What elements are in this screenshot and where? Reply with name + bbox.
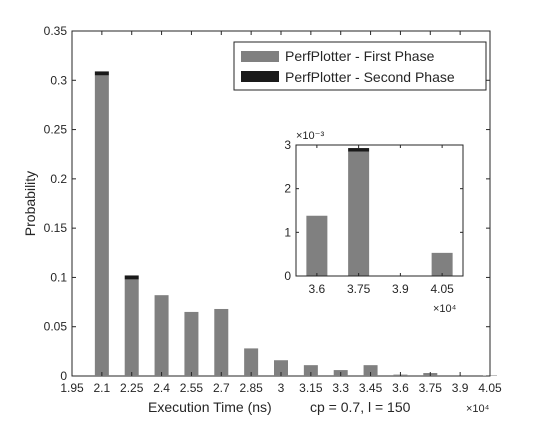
- x-tick-label: 2.25: [120, 381, 144, 395]
- y-tick-label: 0.1: [50, 270, 67, 284]
- legend-label-first-phase: PerfPlotter - First Phase: [285, 48, 435, 64]
- bar-first-phase: [274, 360, 288, 376]
- y-tick-label: 0: [60, 369, 67, 383]
- inset-y-ticks: 0 1 2 3: [284, 138, 463, 283]
- legend: PerfPlotter - First Phase PerfPlotter - …: [233, 41, 487, 91]
- inset-bars: [306, 148, 453, 276]
- inset-bar-first-phase: [348, 151, 370, 276]
- x-tick-label: 2.85: [239, 381, 263, 395]
- x-tick-label: 1.95: [60, 381, 84, 395]
- x-tick-label: 3.6: [392, 381, 409, 395]
- inset-y-tick-label: 0: [284, 269, 291, 283]
- bar-second-phase: [94, 71, 109, 76]
- x-tick-label: 2.1: [94, 381, 111, 395]
- inset-axes-box: [295, 144, 464, 277]
- x-tick-label: 3.9: [452, 381, 469, 395]
- y-tick-label: 0.2: [50, 172, 67, 186]
- inset-x-ticks: 3.6 3.75 3.9 4.05: [309, 145, 454, 296]
- x-axis-label: Execution Time (ns): [148, 399, 272, 415]
- x-axis-multiplier: ×10⁴: [466, 403, 490, 415]
- bar-first-phase: [244, 348, 259, 376]
- bar-first-phase: [303, 365, 318, 376]
- inset-x-multiplier: ×10⁴: [433, 303, 457, 315]
- y-tick-label: 0.35: [44, 24, 68, 38]
- legend-label-second-phase: PerfPlotter - Second Phase: [285, 69, 455, 85]
- x-tick-label: 4.05: [478, 381, 502, 395]
- bar-first-phase: [214, 308, 229, 376]
- inset-bar-second-phase: [348, 148, 370, 152]
- legend-swatch-second-phase: [241, 71, 279, 82]
- legend-swatch-first-phase: [241, 51, 279, 62]
- inset-x-tick-label: 4.05: [430, 282, 454, 296]
- x-tick-label: 3.3: [332, 381, 349, 395]
- x-tick-label: 3.75: [419, 381, 443, 395]
- inset-x-tick-label: 3.75: [347, 282, 371, 296]
- x-tick-label: 2.55: [180, 381, 204, 395]
- y-tick-label: 0.25: [44, 123, 68, 137]
- y-tick-label: 0.05: [44, 320, 68, 334]
- x-tick-label: 3: [278, 381, 285, 395]
- main-bars: [94, 71, 497, 376]
- x-tick-label: 3.15: [299, 381, 323, 395]
- y-tick-label: 0.3: [50, 73, 67, 87]
- bar-first-phase: [94, 75, 109, 376]
- inset-bar-first-phase: [431, 252, 453, 276]
- inset-x-tick-label: 3.6: [309, 282, 326, 296]
- y-tick-label: 0.15: [44, 221, 68, 235]
- y-axis-label: Probability: [22, 171, 38, 236]
- x-tick-label: 2.4: [153, 381, 170, 395]
- inset-y-tick-label: 1: [284, 225, 291, 239]
- x-tick-label: 3.45: [359, 381, 383, 395]
- main-plot: 0 0.05 0.1 0.15 0.2 0.25 0.3 0.35 1.95 2.1 2.25 2.…: [22, 24, 502, 415]
- inset-y-multiplier: ×10⁻³: [296, 130, 324, 142]
- inset-plot: 0 1 2 3 3.6 3.75 3.9 4.05 ×10⁻³ ×10⁴: [284, 130, 464, 315]
- bar-first-phase: [154, 295, 169, 376]
- x-axis-annotation: cp = 0.7, l = 150: [310, 399, 411, 415]
- bar-first-phase: [184, 311, 199, 376]
- main-x-ticks: 1.95 2.1 2.25 2.4 2.55 2.7 2.85 3 3.15 3.3 3.45 3.6…: [60, 31, 502, 395]
- inset-x-tick-label: 3.9: [392, 282, 409, 296]
- bar-first-phase: [124, 279, 139, 376]
- x-tick-label: 2.7: [213, 381, 230, 395]
- main-y-ticks: 0 0.05 0.1 0.15 0.2 0.25 0.3 0.35: [44, 24, 490, 383]
- bar-first-phase: [363, 365, 378, 376]
- inset-y-tick-label: 3: [284, 138, 291, 152]
- inset-y-tick-label: 2: [284, 182, 291, 196]
- inset-bar-first-phase: [306, 215, 328, 276]
- bar-second-phase: [124, 275, 139, 280]
